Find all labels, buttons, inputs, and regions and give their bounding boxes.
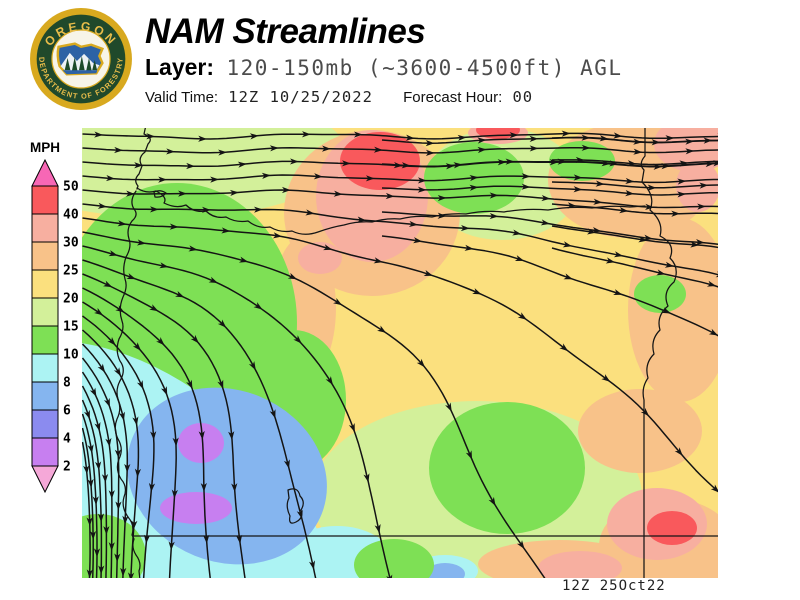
trees	[64, 55, 98, 72]
streamlines	[82, 130, 718, 578]
wind-speed-field	[82, 128, 718, 578]
legend-tick-6: 6	[63, 404, 71, 419]
logo-oregon-emblem	[56, 42, 105, 76]
water	[62, 70, 98, 75]
forecast-hour-value: 00	[512, 88, 534, 106]
legend-title: MPH	[30, 140, 60, 155]
legend-arrow-top	[31, 158, 59, 187]
legend-segment-10	[31, 353, 59, 383]
legend-tick-40: 40	[63, 208, 79, 223]
layer-value: 120-150mb (~3600-4500ft) AGL	[226, 56, 623, 80]
legend-tick-25: 25	[63, 264, 79, 279]
layer-row: Layer: 120-150mb (~3600-4500ft) AGL	[145, 53, 623, 85]
legend-tick-50: 50	[63, 180, 79, 195]
layer-label: Layer:	[145, 54, 215, 80]
page-title: NAM Streamlines	[145, 12, 426, 51]
legend-segment-8	[31, 381, 59, 411]
legend-segment-50	[31, 185, 59, 215]
legend-tick-20: 20	[63, 292, 79, 307]
map-timestamp: 12Z 25Oct22	[562, 578, 666, 594]
legend-tick-10: 10	[63, 348, 79, 363]
legend-segment-4	[31, 437, 59, 467]
valid-time-label: Valid Time:	[145, 89, 219, 106]
legend-tick-15: 15	[63, 320, 79, 335]
header: NAM Streamlines Layer: 120-150mb (~3600-…	[145, 12, 623, 106]
legend-tick-2: 2	[63, 460, 71, 475]
legend-tick-8: 8	[63, 376, 71, 391]
map-canvas	[82, 128, 718, 578]
legend-tick-30: 30	[63, 236, 79, 251]
forecast-hour-label: Forecast Hour:	[403, 89, 503, 106]
legend-segment-20	[31, 297, 59, 327]
odf-logo: OREGON DEPARTMENT OF FORESTRY	[30, 8, 132, 110]
legend-segment-30	[31, 241, 59, 271]
legend-colorbar: MPH 50 40 30 25 20 15 10 8 6 4 2	[30, 140, 79, 494]
legend-segment-40	[31, 213, 59, 243]
legend-tick-4: 4	[63, 432, 71, 447]
legend-segment-6	[31, 409, 59, 439]
legend-segment-15	[31, 325, 59, 355]
legend-arrow-bottom	[31, 465, 59, 494]
valid-time-row: Valid Time: 12Z 10/25/2022 Forecast Hour…	[145, 88, 623, 106]
valid-time-value: 12Z 10/25/2022	[228, 88, 373, 106]
legend-segment-25	[31, 269, 59, 299]
